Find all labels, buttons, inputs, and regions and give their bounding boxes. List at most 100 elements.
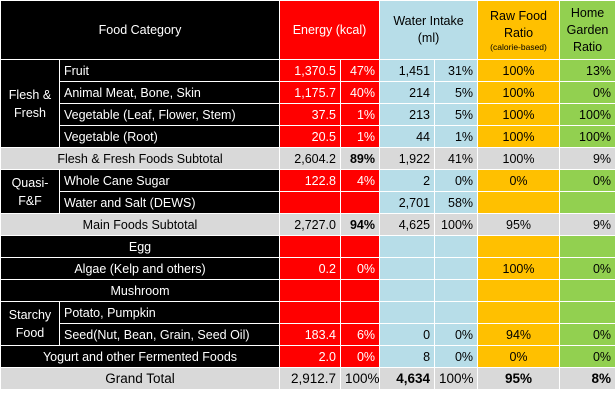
raw-ratio — [477, 301, 561, 324]
home-ratio: 13% — [559, 59, 616, 82]
group-quasi-ff: Quasi-F&F — [0, 169, 60, 214]
home-ratio: 0% — [559, 345, 616, 368]
energy-value: 2,912.7 — [279, 367, 341, 390]
water-percent: 100% — [434, 213, 479, 236]
subtotal-label: Main Foods Subtotal — [0, 213, 280, 236]
energy-value: 2,727.0 — [279, 213, 341, 236]
raw-ratio: 100% — [477, 81, 561, 104]
row-label: Water and Salt (DEWS) — [59, 191, 280, 214]
water-percent: 0% — [434, 345, 479, 368]
water-value: 0 — [379, 323, 436, 346]
raw-ratio: 100% — [477, 147, 561, 170]
table-row-flesh-fresh-subtotal: Flesh & Fresh Foods Subtotal 2,604.2 89%… — [0, 147, 616, 170]
table-row-main-foods-subtotal: Main Foods Subtotal 2,727.0 94% 4,625 10… — [0, 213, 616, 236]
table-row-seed: Seed(Nut, Bean, Grain, Seed Oil) 183.4 6… — [1, 323, 616, 346]
water-percent: 58% — [434, 191, 479, 214]
energy-percent: 89% — [339, 147, 381, 170]
row-label: Vegetable (Leaf, Flower, Stem) — [59, 103, 280, 126]
header-water-intake: Water Intake (ml) — [379, 0, 479, 60]
header-energy: Energy (kcal) — [278, 0, 381, 60]
raw-ratio: 95% — [477, 213, 561, 236]
water-value: 44 — [379, 125, 436, 148]
header-food-category: Food Category — [0, 0, 280, 60]
energy-percent: 1% — [339, 125, 381, 148]
home-ratio — [559, 191, 616, 214]
raw-ratio: 100% — [477, 257, 561, 280]
water-percent: 1% — [434, 125, 479, 148]
home-ratio: 100% — [559, 125, 616, 148]
group-starchy-food: Starchy Food — [0, 301, 60, 346]
header-home-garden-ratio: Home Garden Ratio — [559, 0, 616, 60]
row-label: Whole Cane Sugar — [59, 169, 280, 192]
water-value: 1,451 — [379, 59, 436, 82]
grand-total-label: Grand Total — [0, 367, 280, 390]
energy-percent: 1% — [339, 103, 381, 126]
energy-percent: 4% — [339, 169, 381, 192]
table-row-mushroom: Mushroom — [0, 279, 616, 302]
raw-ratio: 94% — [477, 323, 561, 346]
water-value: 8 — [379, 345, 436, 368]
home-ratio: 0% — [559, 257, 616, 280]
water-percent: 5% — [434, 81, 479, 104]
row-label: Vegetable (Root) — [59, 125, 280, 148]
raw-ratio — [477, 191, 561, 214]
water-value: 2 — [379, 169, 436, 192]
home-ratio: 8% — [559, 367, 616, 390]
row-label: Yogurt and other Fermented Foods — [0, 345, 280, 368]
energy-value: 2,604.2 — [279, 147, 341, 170]
water-percent: 100% — [434, 367, 479, 390]
home-ratio: 9% — [559, 147, 616, 170]
raw-ratio — [477, 279, 561, 302]
home-ratio: 0% — [559, 81, 616, 104]
table-row-animal: Animal Meat, Bone, Skin 1,175.7 40% 214 … — [1, 81, 616, 104]
row-label: Mushroom — [0, 279, 280, 302]
table-row-potato-pumpkin: Starchy Food Potato, Pumpkin — [0, 301, 616, 346]
water-value: 4,634 — [379, 367, 436, 390]
energy-value: 0.2 — [279, 257, 341, 280]
row-label: Animal Meat, Bone, Skin — [59, 81, 280, 104]
row-label: Algae (Kelp and others) — [0, 257, 280, 280]
raw-ratio: 100% — [477, 103, 561, 126]
energy-value: 183.4 — [279, 323, 341, 346]
table-row-grand-total: Grand Total 2,912.7 100% 4,634 100% 95% … — [0, 367, 616, 390]
water-percent — [434, 301, 479, 324]
home-ratio: 0% — [559, 323, 616, 346]
row-label: Seed(Nut, Bean, Grain, Seed Oil) — [59, 323, 280, 346]
water-value — [379, 257, 436, 280]
energy-value: 122.8 — [279, 169, 341, 192]
energy-value: 20.5 — [279, 125, 341, 148]
header-raw-food-ratio-note: (calorie-based) — [490, 42, 547, 52]
table-row-fruit: Flesh & Fresh Fruit 1,370.5 47% 1,451 31… — [0, 59, 616, 148]
raw-ratio: 0% — [477, 169, 561, 192]
water-percent: 0% — [434, 323, 479, 346]
table-row-water-salt: Water and Salt (DEWS) 2,701 58% — [1, 191, 616, 214]
water-value — [379, 235, 436, 258]
header-row: Food Category Energy (kcal) Water Intake… — [0, 0, 616, 60]
raw-ratio — [477, 235, 561, 258]
energy-percent: 94% — [339, 213, 381, 236]
water-percent — [434, 257, 479, 280]
water-value — [379, 279, 436, 302]
raw-ratio: 100% — [477, 59, 561, 82]
water-value: 2,701 — [379, 191, 436, 214]
water-value: 214 — [379, 81, 436, 104]
home-ratio — [559, 301, 616, 324]
home-ratio: 9% — [559, 213, 616, 236]
home-ratio — [559, 235, 616, 258]
group-flesh-fresh: Flesh & Fresh — [0, 59, 60, 148]
table-row-whole-cane-sugar: Quasi-F&F Whole Cane Sugar 122.8 4% 2 0%… — [0, 169, 616, 214]
header-raw-food-ratio: Raw Food Ratio (calorie-based) — [477, 0, 561, 60]
water-value — [379, 301, 436, 324]
water-percent: 5% — [434, 103, 479, 126]
energy-value: 37.5 — [279, 103, 341, 126]
row-label: Fruit — [59, 59, 280, 82]
water-percent — [434, 279, 479, 302]
energy-percent — [339, 301, 381, 324]
energy-percent — [339, 191, 381, 214]
raw-ratio: 0% — [477, 345, 561, 368]
energy-percent: 0% — [339, 345, 381, 368]
row-label: Egg — [0, 235, 280, 258]
energy-value — [279, 279, 341, 302]
water-percent: 41% — [434, 147, 479, 170]
water-percent: 31% — [434, 59, 479, 82]
